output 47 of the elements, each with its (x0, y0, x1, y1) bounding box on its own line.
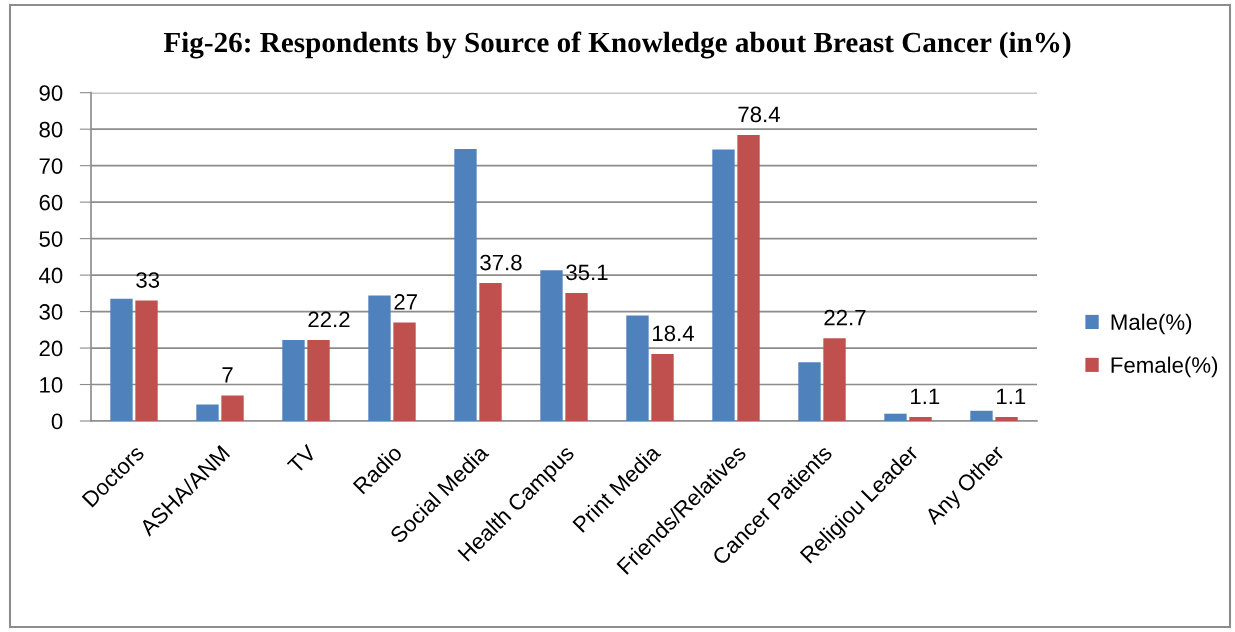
bar (110, 298, 133, 421)
bar (798, 362, 821, 421)
bar (565, 292, 588, 421)
data-label: 37.8 (480, 254, 522, 271)
data-label: 22.7 (824, 309, 866, 326)
bar (970, 410, 993, 421)
bar (368, 295, 391, 421)
data-label: 7 (222, 367, 233, 383)
bar (479, 283, 502, 421)
data-label: 1.1 (997, 388, 1026, 405)
y-tick-label: 70 (39, 158, 63, 174)
data-label: 1.1 (911, 388, 940, 405)
y-tick-label: 20 (39, 340, 63, 357)
bar (221, 395, 244, 421)
data-label: 27 (394, 294, 417, 310)
data-label: 22.2 (308, 311, 350, 328)
bar (393, 322, 416, 421)
y-tick-label: 50 (39, 231, 63, 247)
x-tick-label: TV (286, 443, 318, 475)
data-label: 35.1 (566, 264, 608, 281)
y-tick-label: 0 (51, 413, 63, 430)
y-tick-label: 30 (39, 304, 63, 320)
bar (884, 413, 907, 421)
bar (737, 135, 760, 421)
bar (995, 416, 1018, 421)
bar (626, 315, 649, 421)
data-label: 33 (136, 272, 160, 288)
bar (540, 270, 563, 421)
bar (651, 353, 674, 421)
bar (282, 340, 305, 421)
bar (823, 338, 846, 421)
y-tick-label: 90 (39, 85, 63, 101)
data-label: 78.4 (738, 106, 780, 123)
y-tick-label: 40 (39, 267, 63, 284)
data-label: 18.4 (653, 325, 694, 342)
bar (712, 149, 735, 421)
bar (454, 148, 477, 421)
y-tick-label: 60 (39, 194, 63, 211)
bar (196, 404, 219, 421)
bar (307, 340, 330, 421)
y-tick-label: 80 (39, 121, 63, 138)
chart-title: Fig-26: Respondents by Source of Knowledge about Breast Cancer (in%) (163, 31, 1071, 59)
legend-label: Female(%) (1111, 356, 1218, 378)
bar (909, 416, 932, 421)
legend-label: Male(%) (1111, 313, 1192, 335)
bar (135, 300, 158, 421)
y-tick-label: 10 (40, 377, 63, 393)
